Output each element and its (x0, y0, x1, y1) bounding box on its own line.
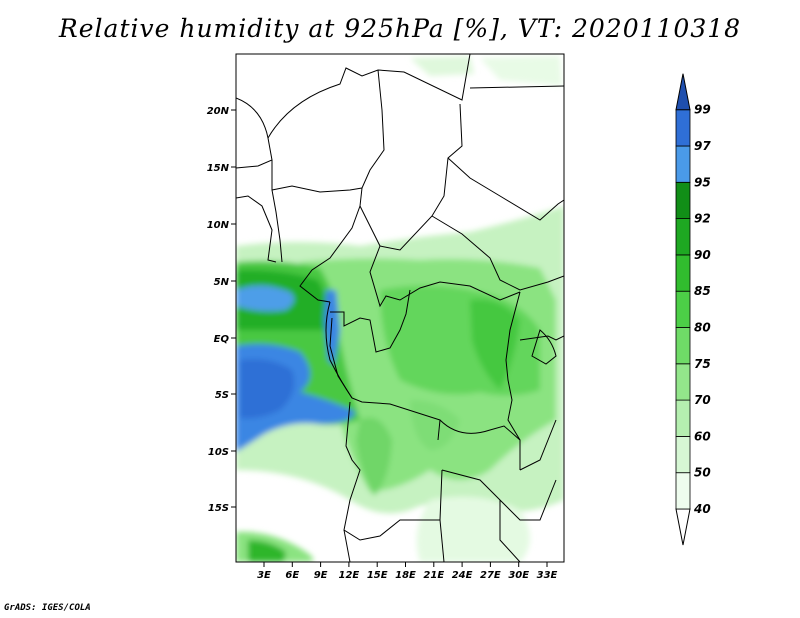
lon-tick-label: 21E (423, 570, 444, 581)
country-borders (236, 54, 564, 562)
lat-tick-label: 5S (215, 390, 229, 401)
humidity-field (236, 54, 564, 562)
colorbar-label: 90 (694, 248, 711, 262)
colorbar-segment (675, 472, 691, 510)
colorbar-label: 70 (694, 393, 711, 407)
colorbar-segment (675, 435, 691, 474)
lat-tick-label: 10N (207, 220, 230, 231)
colorbar-segment (675, 290, 691, 328)
lat-tick-label: 10S (208, 447, 229, 458)
lon-tick-label: 33E (537, 570, 558, 581)
colorbar-segment (675, 145, 691, 183)
lon-tick-label: 27E (480, 570, 501, 581)
colorbar-segment (675, 327, 691, 365)
colorbar-lower-arrow (675, 508, 691, 546)
colorbar: 40 50 60 70 75 80 85 90 92 95 97 99 (675, 73, 711, 546)
map-title: Relative humidity at 925hPa [%], VT: 202… (58, 14, 742, 43)
lat-tick-label: EQ (214, 334, 230, 345)
colorbar-segment (675, 399, 691, 437)
colorbar-label: 95 (694, 175, 711, 189)
colorbar-upper-arrow (675, 73, 691, 111)
map-frame (235, 53, 565, 563)
colorbar-segment (675, 218, 691, 256)
lon-tick-label: 12E (339, 570, 360, 581)
colorbar-label: 40 (693, 502, 711, 516)
lon-tick-label: 15E (367, 570, 388, 581)
colorbar-segment (675, 254, 691, 292)
lon-tick-label: 9E (314, 570, 328, 581)
colorbar-segment (675, 109, 691, 147)
colorbar-segment (675, 181, 691, 220)
latitude-axis: 20N 15N 10N 5N EQ 5S 10S 15S (207, 106, 236, 514)
lon-tick-label: 3E (257, 570, 271, 581)
lon-tick-label: 30E (508, 570, 529, 581)
colorbar-label: 60 (694, 429, 711, 443)
colorbar-segment (675, 363, 691, 401)
colorbar-label: 97 (694, 139, 711, 153)
lat-tick-label: 20N (207, 106, 230, 117)
lon-tick-label: 18E (395, 570, 416, 581)
lat-tick-label: 15N (207, 163, 230, 174)
colorbar-label: 80 (694, 321, 711, 335)
colorbar-label: 99 (694, 103, 711, 117)
lon-tick-label: 6E (285, 570, 299, 581)
colorbar-label: 92 (694, 212, 711, 226)
grads-credit: GrADS: IGES/COLA (4, 603, 91, 613)
colorbar-label: 75 (694, 357, 711, 371)
colorbar-label: 85 (694, 284, 711, 298)
lat-tick-label: 5N (214, 277, 230, 288)
colorbar-label: 50 (694, 466, 711, 480)
longitude-axis: 3E 6E 9E 12E 15E 18E 21E 24E 27E 30E 33E (257, 562, 558, 581)
lat-tick-label: 15S (208, 503, 229, 514)
lon-tick-label: 24E (452, 570, 473, 581)
